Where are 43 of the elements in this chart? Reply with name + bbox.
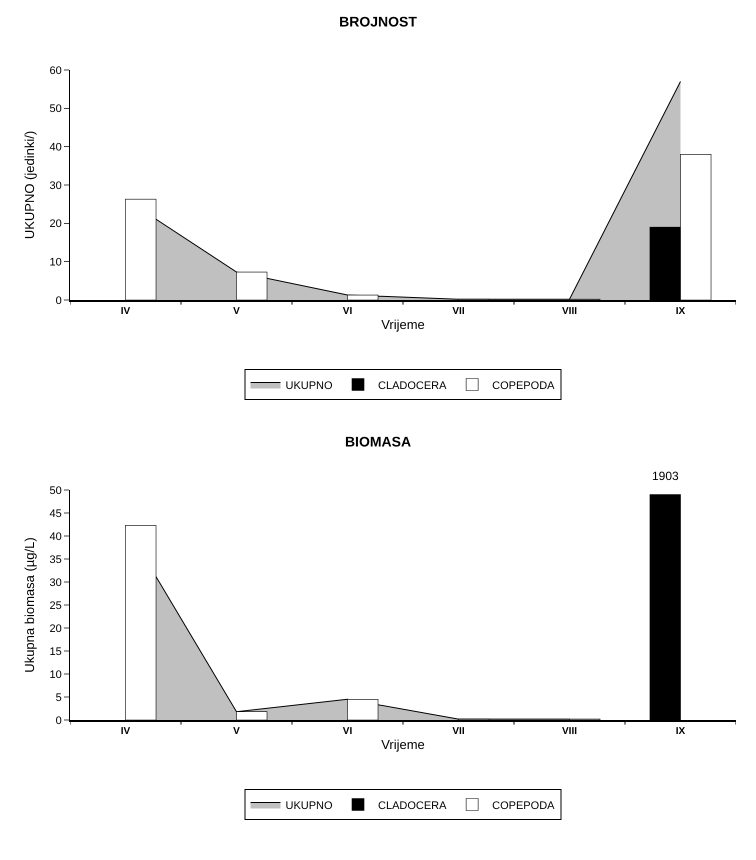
y-tick-label: 20: [50, 622, 62, 635]
chart-title: BIOMASA: [344, 434, 412, 450]
x-axis-title: Vrijeme: [381, 737, 425, 752]
y-tick-label: 40: [50, 530, 62, 543]
legend-label: COPEPODA: [492, 800, 556, 812]
y-tick-label: 0: [56, 714, 62, 727]
y-tick-label: 5: [56, 692, 62, 704]
y-tick-label: 10: [50, 668, 62, 681]
y-tick-label: 20: [50, 218, 62, 230]
x-tick-label: IV: [120, 306, 131, 317]
x-tick-label: V: [233, 726, 240, 737]
legend-label: UKUPNO: [286, 380, 334, 392]
legend-label: COPEPODA: [492, 380, 556, 392]
x-tick-label: VII: [452, 306, 465, 317]
y-tick-label: 0: [56, 294, 62, 307]
x-tick-label: V: [233, 306, 240, 317]
y-tick-label: 60: [50, 64, 62, 77]
text: 1903: [652, 469, 680, 483]
x-axis-title: Vrijeme: [381, 317, 425, 332]
legend-label: CLADOCERA: [378, 380, 448, 392]
y-tick-label: 45: [50, 508, 62, 520]
y-tick-label: 15: [50, 646, 62, 658]
x-tick-label: IV: [120, 726, 131, 737]
x-tick-label: VIII: [562, 726, 578, 737]
y-tick-label: 40: [50, 142, 62, 154]
y-tick-label: 30: [50, 180, 62, 192]
legend-label: CLADOCERA: [378, 800, 448, 812]
y-axis-title: Ukupna biomasa (µg/L): [22, 537, 37, 673]
legend-label: UKUPNO: [286, 800, 334, 812]
y-tick-label: 35: [50, 554, 62, 566]
x-tick-label: IX: [676, 306, 686, 317]
y-axis-title: UKUPNO (jedinki/): [22, 130, 37, 240]
x-tick-label: VI: [342, 726, 352, 737]
y-tick-label: 50: [50, 103, 62, 116]
x-tick-label: VI: [342, 306, 352, 317]
x-tick-label: VIII: [562, 306, 578, 317]
x-tick-label: VII: [452, 726, 465, 737]
x-tick-label: IX: [676, 726, 686, 737]
chart-title: BROJNOST: [339, 14, 418, 30]
y-tick-label: 50: [50, 484, 62, 497]
y-tick-label: 10: [50, 256, 62, 269]
y-tick-label: 25: [50, 600, 62, 612]
y-tick-label: 30: [50, 576, 62, 589]
